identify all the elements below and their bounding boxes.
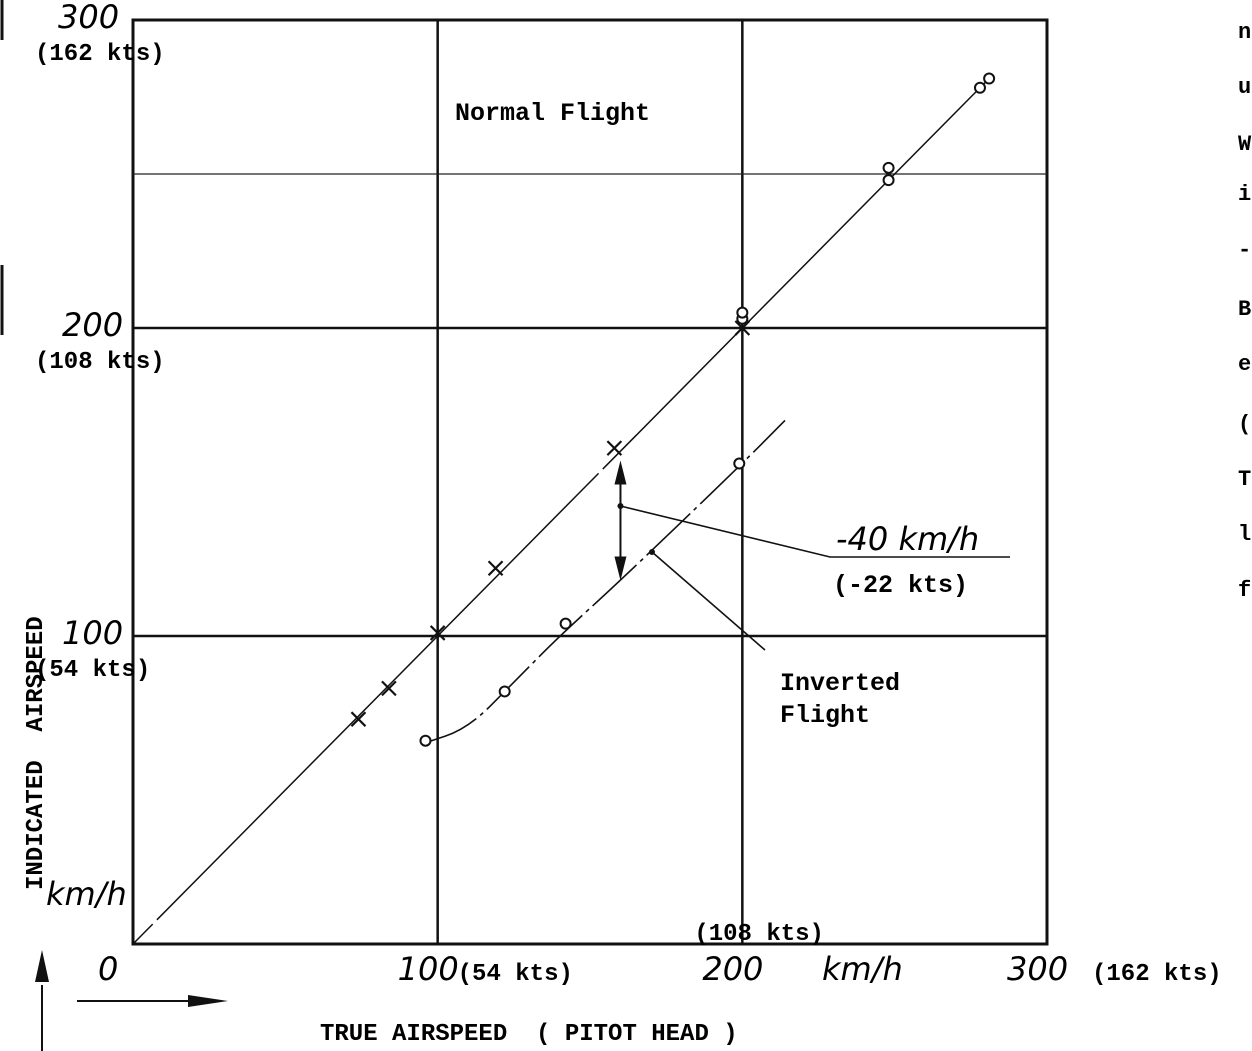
x-tick-label: 300 — [1007, 950, 1068, 988]
cutoff-text-glyph: - — [1238, 238, 1251, 263]
y-tick-kts: (108 kts) — [35, 349, 165, 376]
title-normal-flight: Normal Flight — [455, 99, 650, 128]
x-tick-kts: (108 kts) — [694, 921, 824, 948]
x-tick-kts: (54 kts) — [458, 961, 573, 988]
label-inverted-flight-line2: Flight — [780, 701, 870, 730]
y-tick-kts: (162 kts) — [35, 41, 165, 68]
marker-cross — [350, 711, 367, 727]
x-tick-label: 0 — [98, 950, 118, 988]
marker-cross-stroke — [606, 440, 623, 456]
cutoff-text-glyph: T — [1238, 467, 1251, 492]
marker-circle — [419, 734, 432, 747]
marker-circle — [882, 174, 895, 187]
marker-cross-stroke — [350, 711, 367, 727]
marker-circle — [983, 72, 996, 85]
marker-circle — [559, 617, 572, 630]
y-direction-arrow-head — [35, 950, 49, 982]
marker-cross-stroke — [487, 560, 504, 577]
cutoff-text-glyph: f — [1238, 578, 1251, 603]
x-unit-label: km/h — [822, 950, 903, 988]
cutoff-text-glyph: ( — [1238, 412, 1251, 437]
label-inverted-flight-line1: Inverted — [780, 669, 900, 698]
label-delta: -40 km/h — [836, 520, 979, 558]
cutoff-text-glyph: B — [1238, 297, 1251, 322]
marker-cross — [381, 680, 397, 697]
marker-circle — [498, 685, 511, 698]
marker-circle — [973, 81, 986, 94]
cutoff-text-glyph: W — [1238, 132, 1252, 157]
marker-cross-stroke — [381, 680, 397, 697]
delta-leader-line — [620, 505, 1010, 558]
fit-lines — [132, 81, 987, 945]
label-delta-kts: (-22 kts) — [833, 571, 968, 600]
inverted-leader-line — [651, 551, 766, 651]
y-tick-label: 100 — [62, 614, 123, 652]
data-marks — [350, 72, 996, 747]
x-tick-kts: (162 kts) — [1092, 961, 1222, 988]
y-tick-label: 200 — [62, 306, 123, 344]
grid — [131, 18, 1049, 946]
marker-cross-stroke — [734, 320, 751, 336]
marker-circle — [733, 457, 746, 470]
delta-arrow-head-up — [614, 460, 627, 485]
x-tick-label: 200 — [702, 950, 763, 988]
marker-circle — [882, 161, 895, 174]
cutoff-text-glyph: u — [1238, 75, 1251, 100]
fit-line-inverted — [422, 419, 786, 745]
x-direction-arrow-head — [188, 995, 228, 1007]
cutoff-text-glyph: l — [1238, 522, 1251, 547]
marker-cross — [606, 440, 623, 456]
marker-cross — [429, 625, 446, 641]
plot-frame — [131, 18, 1049, 946]
fit-line-normal — [132, 81, 987, 945]
marker-cross — [487, 560, 504, 577]
marker-cross-stroke — [429, 625, 446, 641]
x-axis-title: TRUE AIRSPEED ( PITOT HEAD ) — [320, 1021, 738, 1048]
cutoff-text-glyph: i — [1238, 182, 1251, 207]
delta-arrow-head-down — [614, 556, 627, 581]
cutoff-text-glyph: e — [1238, 352, 1251, 377]
y-tick-label: 300 — [58, 0, 119, 36]
x-tick-label: 100 — [398, 950, 459, 988]
marker-cross — [734, 320, 751, 336]
y-axis-title: INDICATED AIRSPEED — [23, 616, 50, 890]
y-tick-kts: (54 kts) — [35, 657, 150, 684]
cutoff-text-glyph: n — [1238, 20, 1251, 45]
marker-circle — [736, 306, 749, 319]
y-unit-label: km/h — [46, 875, 127, 913]
